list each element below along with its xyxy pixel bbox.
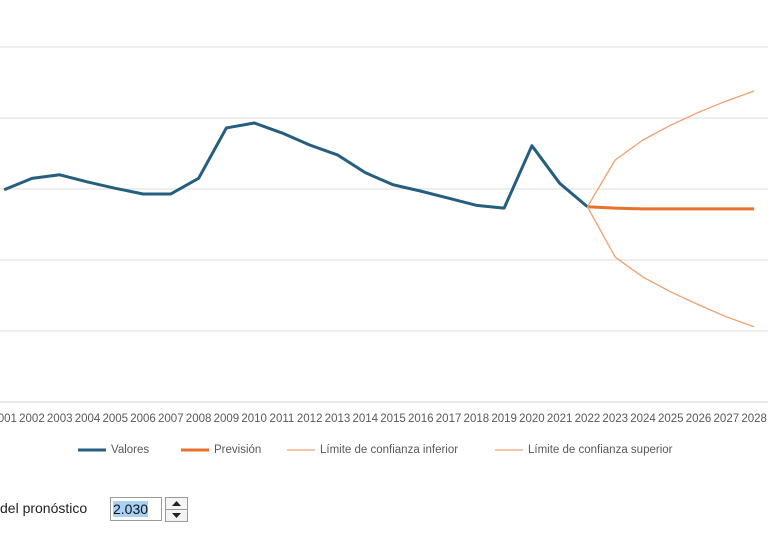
chart: 2001200220032004200520062007200820092010… — [0, 46, 768, 456]
x-tick-label: 2023 — [602, 413, 628, 425]
x-tick-label: 2006 — [130, 413, 156, 425]
x-tick-label: 2007 — [158, 413, 184, 425]
x-tick-label: 2005 — [102, 413, 128, 425]
series-line — [586, 90, 755, 208]
x-tick-label: 2008 — [186, 413, 212, 425]
x-tick-label: 2027 — [714, 413, 740, 425]
x-tick-label: 2012 — [297, 413, 323, 425]
spinner[interactable] — [165, 497, 188, 522]
x-tick-label: 2025 — [658, 413, 684, 425]
x-tick-label: 2016 — [408, 413, 434, 425]
legend-label: Límite de confianza inferior — [320, 444, 458, 456]
x-tick-label: 2019 — [491, 413, 517, 425]
legend-label: Previsión — [214, 444, 261, 456]
x-tick-label: 2028 — [741, 413, 767, 425]
x-tick-label: 2011 — [270, 413, 295, 425]
x-tick-label: 2001 — [0, 413, 17, 425]
x-tick-label: 2026 — [686, 413, 712, 425]
x-tick-label: 2004 — [75, 413, 101, 425]
legend-label: Límite de confianza superior — [528, 444, 673, 456]
x-tick-label: 2021 — [547, 413, 573, 425]
x-tick-label: 2015 — [380, 413, 406, 425]
x-tick-label: 2014 — [352, 413, 378, 425]
series-line — [587, 205, 755, 211]
x-tick-label: 2010 — [241, 413, 267, 425]
series-line — [586, 206, 755, 328]
x-tick-label: 2020 — [519, 413, 545, 425]
legend-label: Valores — [111, 444, 149, 456]
spinner-arrows — [166, 501, 187, 518]
x-tick-label: 2018 — [464, 413, 490, 425]
x-tick-label: 2024 — [630, 413, 656, 425]
x-tick-label: 2002 — [19, 413, 45, 425]
x-tick-label: 2003 — [47, 413, 73, 425]
x-tick-label: 2009 — [214, 413, 240, 425]
end-input[interactable]: 2.030 — [110, 497, 162, 521]
x-tick-label: 2017 — [436, 413, 462, 425]
series-line — [3, 121, 589, 210]
x-tick-label: 2013 — [325, 413, 351, 425]
end-label: del pronóstico — [0, 500, 88, 516]
end-value: 2.030 — [113, 501, 149, 517]
x-tick-label: 2022 — [575, 413, 601, 425]
